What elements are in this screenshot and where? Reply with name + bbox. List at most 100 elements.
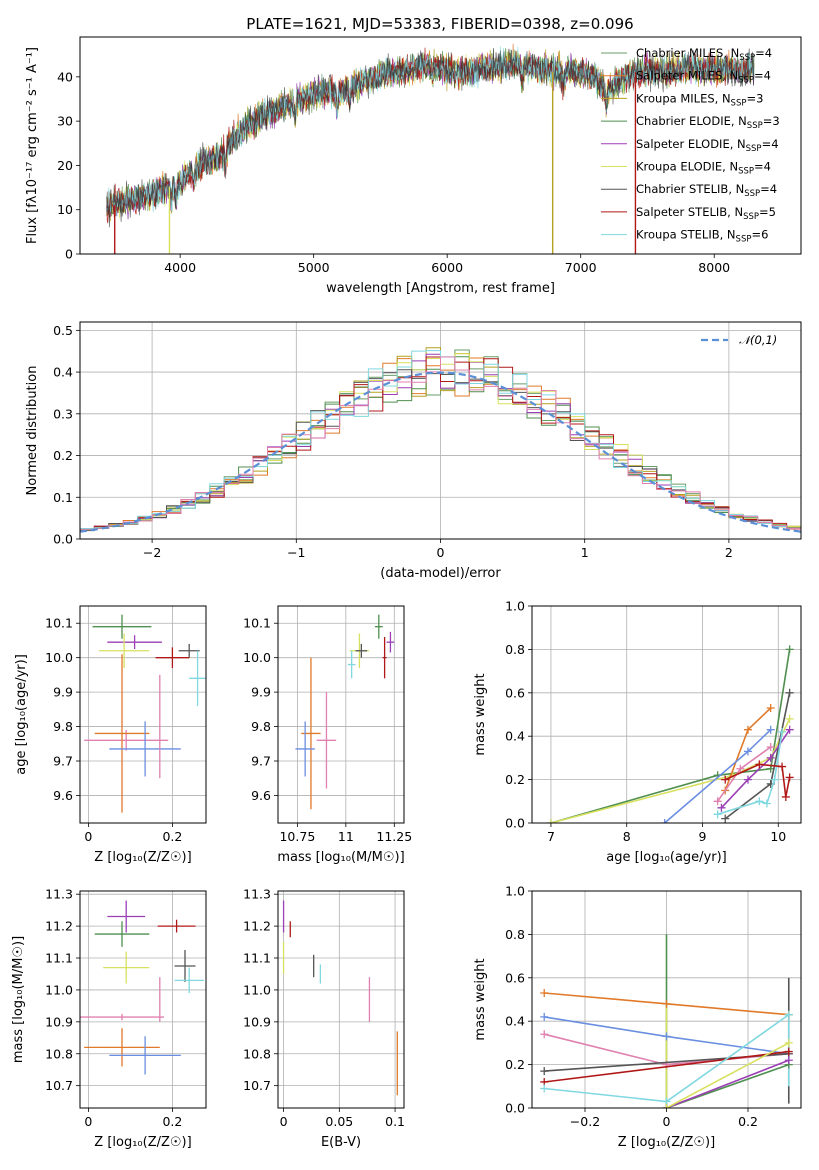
x-tick-label: 0.2 bbox=[162, 829, 182, 844]
y-tick-label: 10.7 bbox=[45, 1078, 73, 1093]
y-tick-label: 11.0 bbox=[45, 982, 73, 997]
x-tick-label: 1 bbox=[581, 545, 589, 560]
y-tick-label: 0.5 bbox=[53, 323, 73, 338]
weight-marker bbox=[713, 810, 722, 819]
x-axis-label: (data-model)/error bbox=[380, 566, 501, 581]
x-tick-label: 7000 bbox=[565, 260, 597, 275]
errorbar-point bbox=[174, 967, 204, 994]
errorbar-point bbox=[98, 633, 150, 668]
axes-age_vs_mass: 10.75 11 11.25 9.6 9.7 9.8 9.9 10.0 10.1 mass [lo… bbox=[243, 605, 412, 865]
x-tick-label: 0 bbox=[84, 829, 92, 844]
histogram-series-9 bbox=[80, 356, 801, 531]
y-tick-label: 9.7 bbox=[53, 754, 73, 769]
plot-area-mass_vs_EBV bbox=[282, 900, 398, 1096]
y-tick-label: 0.2 bbox=[53, 448, 73, 463]
weight-marker bbox=[766, 753, 775, 762]
y-tick-label: 0 bbox=[65, 247, 73, 262]
x-tick-label: −0.2 bbox=[570, 1114, 600, 1129]
x-tick-label: 2 bbox=[725, 545, 733, 560]
y-tick-label: 0.4 bbox=[53, 365, 73, 380]
weight-marker bbox=[662, 999, 671, 1008]
weight-marker bbox=[755, 760, 764, 769]
plot-area-spectrum bbox=[106, 43, 755, 254]
weight-marker bbox=[743, 747, 752, 756]
x-tick-label: 0 bbox=[84, 1114, 92, 1129]
y-tick-label: 10 bbox=[57, 202, 73, 217]
axes-frame bbox=[79, 605, 207, 824]
weight-marker bbox=[778, 727, 787, 736]
y-tick-label: 10.7 bbox=[243, 1078, 271, 1093]
axes-frame bbox=[79, 321, 802, 540]
y-tick-label: 0.3 bbox=[53, 406, 73, 421]
legend-entry: Kroupa ELODIE, NSSP=4 bbox=[636, 160, 771, 177]
y-tick-label: 10.8 bbox=[243, 1046, 271, 1061]
legend-entry: Kroupa MILES, NSSP=3 bbox=[636, 91, 763, 108]
y-tick-label: 9.9 bbox=[251, 685, 271, 700]
errorbar-point bbox=[316, 692, 337, 789]
weight-marker bbox=[784, 1038, 793, 1047]
y-tick-label: 9.8 bbox=[251, 719, 271, 734]
y-tick-label: 40 bbox=[57, 69, 73, 84]
x-tick-label: −1 bbox=[287, 545, 305, 560]
weight-marker bbox=[762, 799, 771, 808]
legend-entry: Salpeter MILES, NSSP=4 bbox=[636, 69, 771, 86]
y-axis-label: age [log₁₀(age/yr)] bbox=[14, 654, 29, 775]
plot-area-mass_vs_Z bbox=[80, 900, 204, 1075]
legend-entry: 𝒩(0,1) bbox=[739, 333, 777, 347]
weight-marker bbox=[785, 688, 794, 697]
y-tick-label: 0.8 bbox=[505, 927, 525, 942]
weight-marker bbox=[755, 797, 764, 806]
weight-marker bbox=[721, 814, 730, 823]
y-tick-label: 11.2 bbox=[243, 919, 271, 934]
y-tick-label: 10.1 bbox=[243, 616, 271, 631]
weight-marker bbox=[540, 988, 549, 997]
y-tick-label: 9.7 bbox=[251, 754, 271, 769]
plot-area-weight_vs_age bbox=[546, 645, 794, 823]
weight-marker bbox=[540, 1084, 549, 1093]
y-tick-label: 0.8 bbox=[505, 642, 525, 657]
histogram-series-0 bbox=[80, 349, 801, 531]
weight-marker bbox=[784, 1047, 793, 1056]
y-tick-label: 10.1 bbox=[45, 616, 73, 631]
weight-marker bbox=[713, 797, 722, 806]
x-tick-label: 4000 bbox=[164, 260, 196, 275]
axes-frame bbox=[531, 605, 802, 824]
y-tick-label: 10.9 bbox=[45, 1014, 73, 1029]
x-tick-label: 11.25 bbox=[376, 829, 412, 844]
errorbar-point bbox=[382, 637, 387, 679]
y-axis-label: mass weight bbox=[473, 958, 488, 1040]
weight-marker bbox=[743, 725, 752, 734]
x-axis-label: E(B-V) bbox=[321, 1135, 361, 1150]
weight-marker bbox=[743, 775, 752, 784]
x-axis-label: Z [log₁₀(Z/Z☉)] bbox=[94, 850, 191, 865]
y-tick-label: 0.4 bbox=[505, 1014, 525, 1029]
x-tick-label: 0.2 bbox=[162, 1114, 182, 1129]
weight-marker bbox=[785, 773, 794, 782]
x-tick-label: 0 bbox=[437, 545, 445, 560]
x-tick-label: 0 bbox=[663, 1114, 671, 1129]
errorbar-point bbox=[103, 951, 150, 984]
y-tick-label: 9.6 bbox=[53, 788, 73, 803]
errorbar-point bbox=[174, 950, 196, 982]
spectrum-data-line bbox=[106, 47, 755, 228]
weight-marker bbox=[662, 1104, 671, 1108]
x-tick-label: 7 bbox=[547, 829, 555, 844]
y-tick-label: 1.0 bbox=[505, 599, 525, 614]
plot-area-residuals bbox=[80, 347, 801, 533]
spectrum-line-8 bbox=[106, 46, 755, 217]
x-tick-label: 8000 bbox=[698, 260, 730, 275]
weight-marker bbox=[770, 775, 779, 784]
x-tick-label: 8 bbox=[623, 829, 631, 844]
x-tick-label: 0 bbox=[280, 1114, 288, 1129]
y-axis-label: mass weight bbox=[473, 673, 488, 755]
axes-mass_vs_EBV: 0 0.05 0.1 10.7 10.8 10.9 11.0 11.1 11.2 11.3 E(B-… bbox=[243, 887, 405, 1150]
histogram-series-8 bbox=[80, 350, 801, 530]
y-tick-label: 0.1 bbox=[53, 490, 73, 505]
y-tick-label: 20 bbox=[57, 158, 73, 173]
errorbar-point bbox=[355, 643, 368, 658]
x-tick-label: 0.2 bbox=[738, 1114, 758, 1129]
weight-line-8 bbox=[666, 1042, 790, 1108]
errorbar-point bbox=[107, 900, 146, 933]
weight-marker bbox=[717, 803, 726, 812]
legend-entry: Kroupa STELIB, NSSP=6 bbox=[636, 228, 768, 245]
